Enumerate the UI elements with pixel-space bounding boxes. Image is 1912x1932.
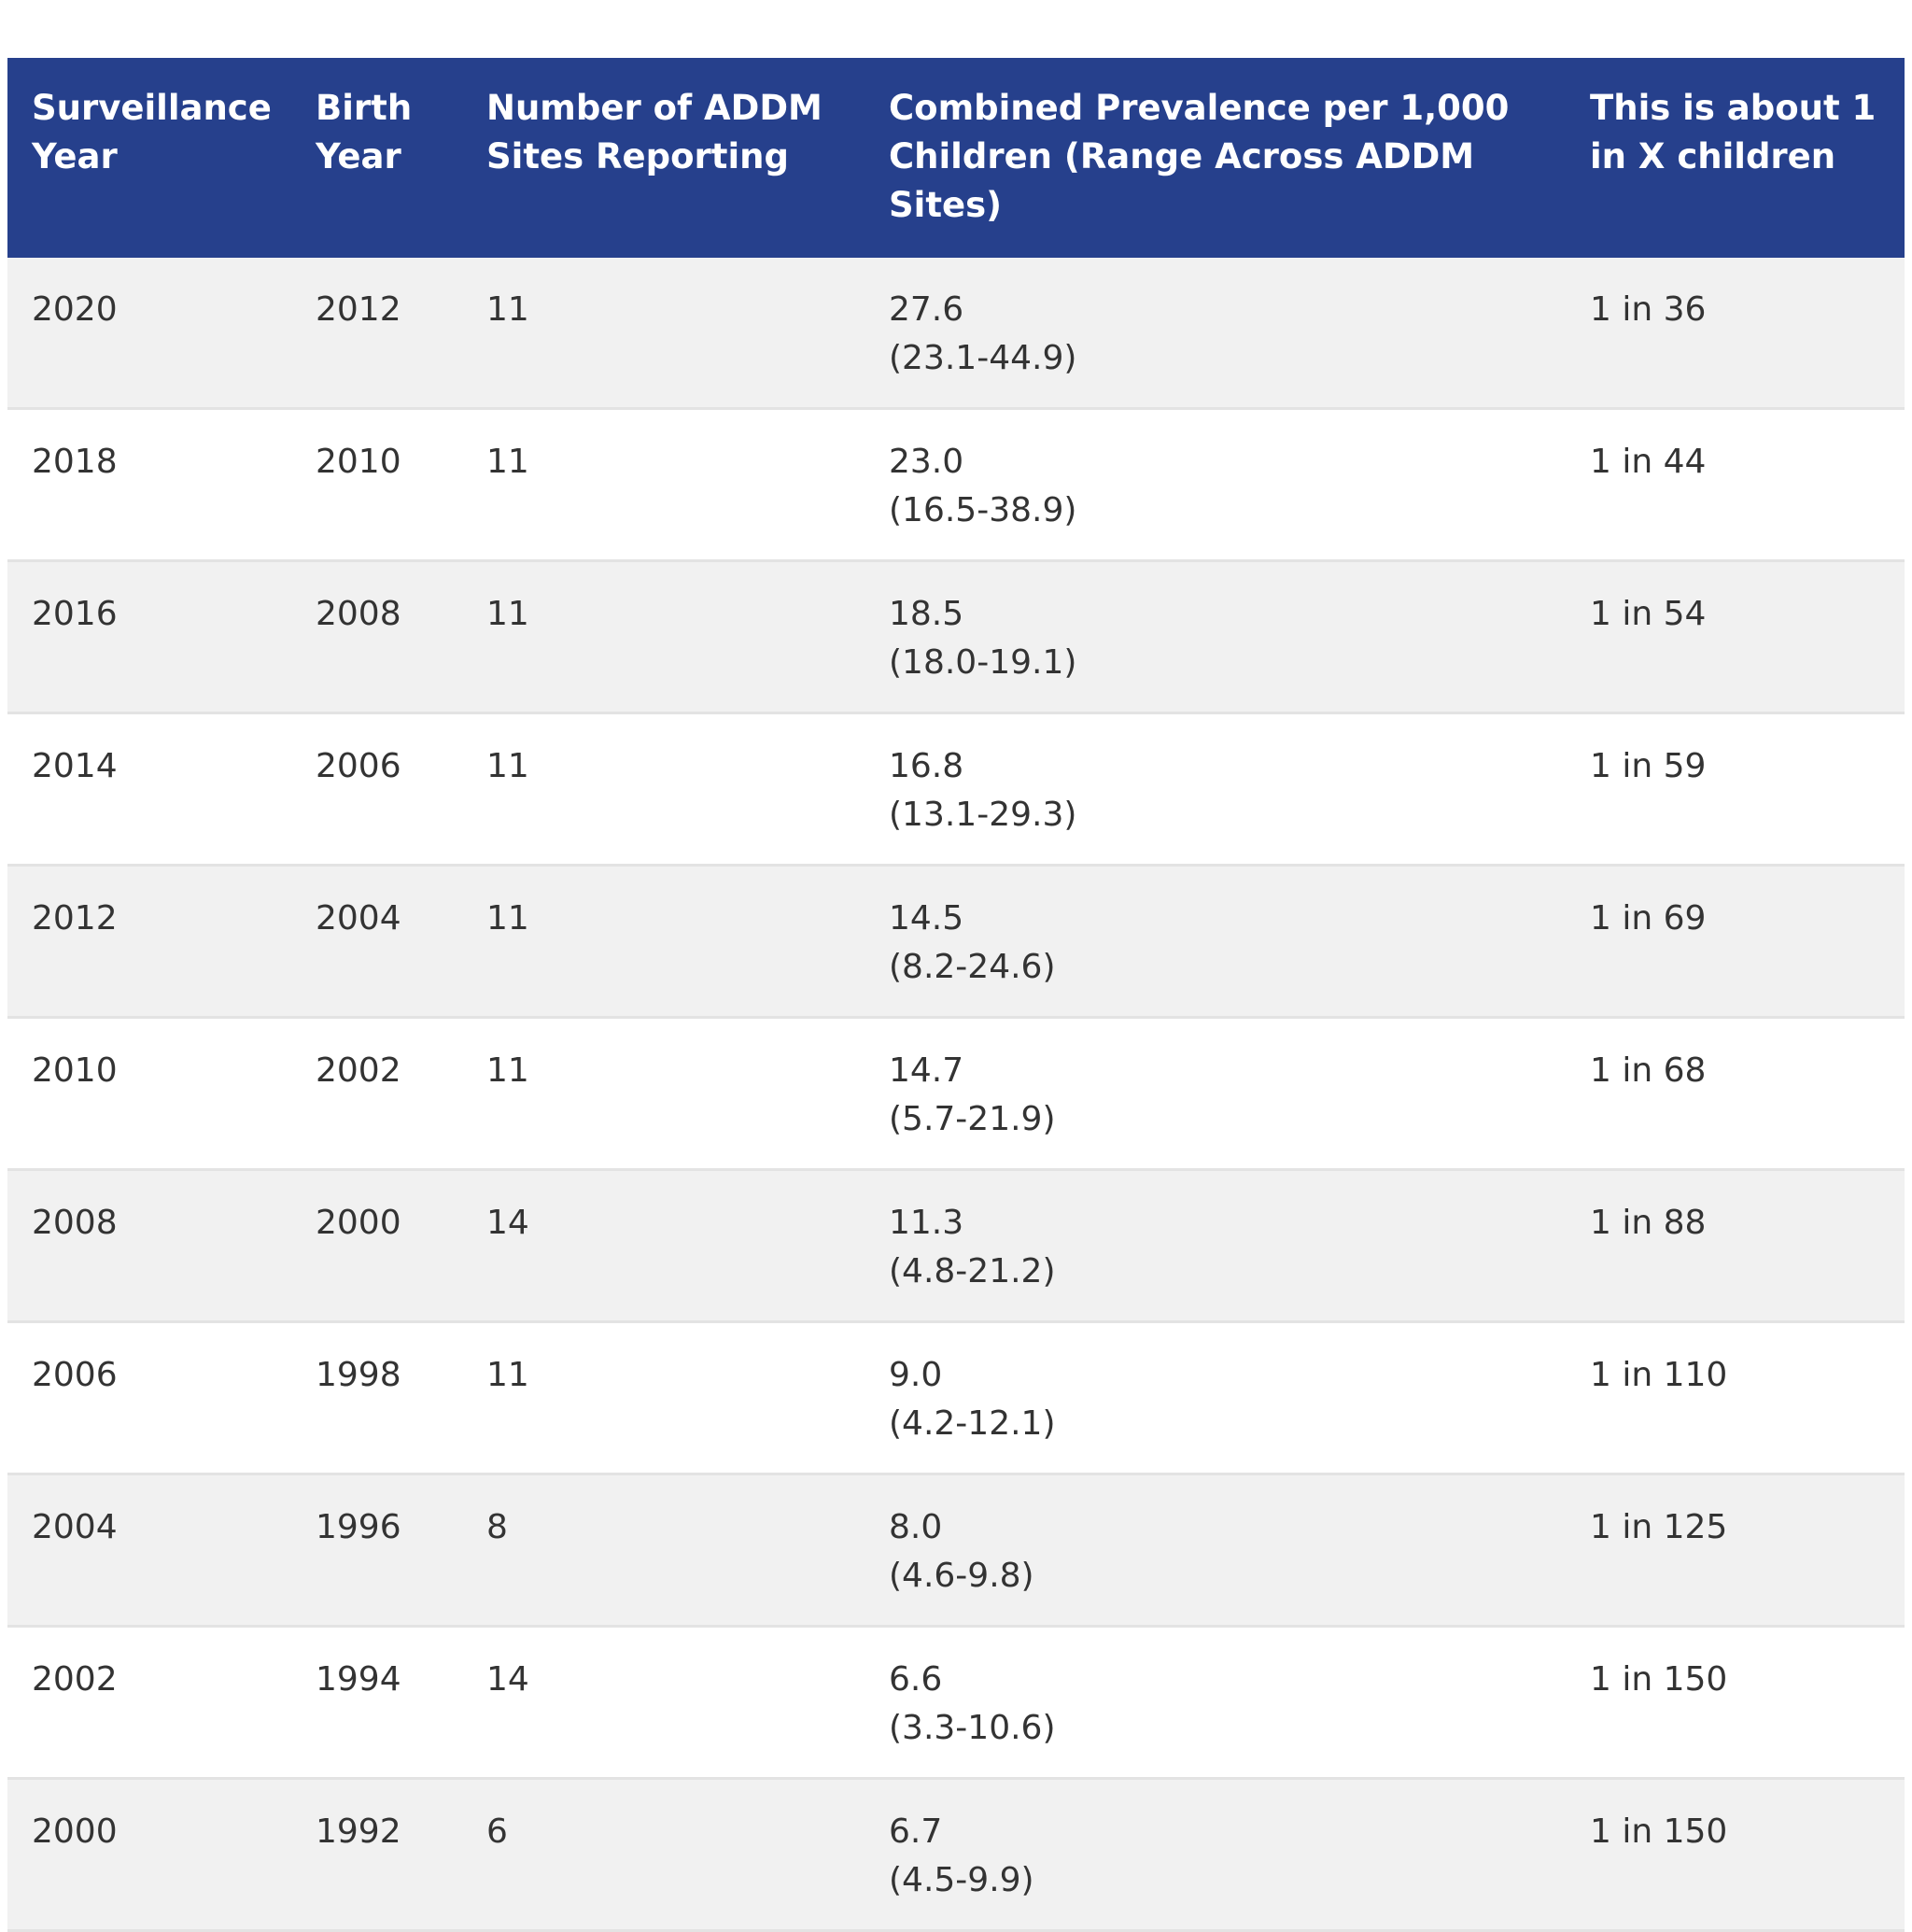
surveillance-year-cell: 2012	[7, 865, 291, 1019]
prevalence-table: Surveillance Year Birth Year Number of A…	[7, 58, 1905, 1932]
prevalence-value: 8.0	[889, 1508, 943, 1546]
table-row: 2020 2012 11 27.6 (23.1-44.9) 1 in 36	[7, 258, 1905, 410]
prevalence-range: (18.0-19.1)	[889, 643, 1077, 682]
header-combined-prevalence: Combined Prevalence per 1,000 Children (…	[889, 88, 1510, 225]
surveillance-year-cell: 2008	[7, 1169, 291, 1323]
surveillance-year-cell: 2010	[7, 1017, 291, 1171]
sites-reporting-cell: 11	[462, 865, 865, 1019]
prevalence-range: (3.3-10.6)	[889, 1709, 1056, 1747]
prevalence-range: (4.8-21.2)	[889, 1252, 1056, 1290]
birth-year-cell: 1994	[291, 1626, 462, 1780]
table-body: 2020 2012 11 27.6 (23.1-44.9) 1 in 36 2018 2010…	[7, 258, 1905, 1932]
surveillance-year-cell: 2004	[7, 1474, 291, 1628]
prevalence-cell: 8.0 (4.6-9.8)	[865, 1474, 1566, 1628]
prevalence-range: (8.2-24.6)	[889, 948, 1056, 986]
surveillance-year-cell: 2006	[7, 1321, 291, 1475]
one-in-x-cell: 1 in 150	[1566, 1778, 1905, 1932]
table-row: 2016 2008 11 18.5 (18.0-19.1) 1 in 54	[7, 560, 1905, 714]
one-in-x-cell: 1 in 88	[1566, 1169, 1905, 1323]
prevalence-cell: 6.7 (4.5-9.9)	[865, 1778, 1566, 1932]
surveillance-year-cell: 2000	[7, 1778, 291, 1932]
sites-reporting-cell: 11	[462, 258, 865, 410]
table-row: 2012 2004 11 14.5 (8.2-24.6) 1 in 69	[7, 865, 1905, 1019]
prevalence-value: 9.0	[889, 1356, 943, 1394]
birth-year-cell: 2008	[291, 560, 462, 714]
prevalence-cell: 16.8 (13.1-29.3)	[865, 712, 1566, 867]
table-row: 2000 1992 6 6.7 (4.5-9.9) 1 in 150	[7, 1778, 1905, 1932]
prevalence-range: (13.1-29.3)	[889, 796, 1077, 834]
prevalence-value: 27.6	[889, 290, 964, 329]
table-row: 2008 2000 14 11.3 (4.8-21.2) 1 in 88	[7, 1169, 1905, 1323]
birth-year-cell: 1992	[291, 1778, 462, 1932]
table-row: 2014 2006 11 16.8 (13.1-29.3) 1 in 59	[7, 712, 1905, 867]
sites-reporting-cell: 14	[462, 1626, 865, 1780]
prevalence-cell: 18.5 (18.0-19.1)	[865, 560, 1566, 714]
birth-year-cell: 2002	[291, 1017, 462, 1171]
prevalence-value: 23.0	[889, 443, 964, 481]
one-in-x-cell: 1 in 36	[1566, 258, 1905, 410]
one-in-x-cell: 1 in 68	[1566, 1017, 1905, 1171]
header-sites-reporting: Number of ADDM Sites Reporting	[486, 88, 822, 176]
prevalence-cell: 6.6 (3.3-10.6)	[865, 1626, 1566, 1780]
sites-reporting-cell: 8	[462, 1474, 865, 1628]
prevalence-value: 16.8	[889, 747, 964, 785]
prevalence-cell: 11.3 (4.8-21.2)	[865, 1169, 1566, 1323]
table-row: 2002 1994 14 6.6 (3.3-10.6) 1 in 150	[7, 1626, 1905, 1780]
header-birth-year: Birth Year	[316, 88, 413, 176]
sites-reporting-cell: 11	[462, 712, 865, 867]
table-row: 2004 1996 8 8.0 (4.6-9.8) 1 in 125	[7, 1474, 1905, 1628]
birth-year-cell: 2006	[291, 712, 462, 867]
prevalence-value: 11.3	[889, 1204, 964, 1242]
prevalence-value: 6.6	[889, 1660, 943, 1699]
one-in-x-cell: 1 in 44	[1566, 408, 1905, 562]
surveillance-year-cell: 2002	[7, 1626, 291, 1780]
prevalence-cell: 23.0 (16.5-38.9)	[865, 408, 1566, 562]
prevalence-range: (23.1-44.9)	[889, 339, 1077, 377]
table-row: 2010 2002 11 14.7 (5.7-21.9) 1 in 68	[7, 1017, 1905, 1171]
header-row: Surveillance Year Birth Year Number of A…	[7, 58, 1905, 258]
birth-year-cell: 2012	[291, 258, 462, 410]
one-in-x-cell: 1 in 59	[1566, 712, 1905, 867]
surveillance-year-cell: 2020	[7, 258, 291, 410]
surveillance-year-cell: 2014	[7, 712, 291, 867]
prevalence-range: (4.6-9.8)	[889, 1557, 1034, 1595]
birth-year-cell: 1998	[291, 1321, 462, 1475]
surveillance-year-cell: 2018	[7, 408, 291, 562]
sites-reporting-cell: 6	[462, 1778, 865, 1932]
sites-reporting-cell: 11	[462, 1017, 865, 1171]
prevalence-range: (4.2-12.1)	[889, 1404, 1056, 1443]
sites-reporting-cell: 11	[462, 408, 865, 562]
sites-reporting-cell: 14	[462, 1169, 865, 1323]
prevalence-cell: 27.6 (23.1-44.9)	[865, 258, 1566, 410]
header-surveillance-year: Surveillance Year	[32, 88, 272, 176]
sites-reporting-cell: 11	[462, 560, 865, 714]
one-in-x-cell: 1 in 125	[1566, 1474, 1905, 1628]
prevalence-value: 14.7	[889, 1051, 964, 1090]
one-in-x-cell: 1 in 150	[1566, 1626, 1905, 1780]
prevalence-cell: 14.5 (8.2-24.6)	[865, 865, 1566, 1019]
surveillance-year-cell: 2016	[7, 560, 291, 714]
prevalence-cell: 9.0 (4.2-12.1)	[865, 1321, 1566, 1475]
header-one-in-x: This is about 1 in X children	[1590, 88, 1877, 176]
birth-year-cell: 2000	[291, 1169, 462, 1323]
prevalence-value: 18.5	[889, 595, 964, 633]
one-in-x-cell: 1 in 54	[1566, 560, 1905, 714]
birth-year-cell: 2010	[291, 408, 462, 562]
prevalence-cell: 14.7 (5.7-21.9)	[865, 1017, 1566, 1171]
birth-year-cell: 2004	[291, 865, 462, 1019]
table-row: 2006 1998 11 9.0 (4.2-12.1) 1 in 110	[7, 1321, 1905, 1475]
sites-reporting-cell: 11	[462, 1321, 865, 1475]
table-header: Surveillance Year Birth Year Number of A…	[7, 58, 1905, 258]
prevalence-value: 14.5	[889, 899, 964, 938]
one-in-x-cell: 1 in 69	[1566, 865, 1905, 1019]
prevalence-range: (16.5-38.9)	[889, 491, 1077, 529]
one-in-x-cell: 1 in 110	[1566, 1321, 1905, 1475]
birth-year-cell: 1996	[291, 1474, 462, 1628]
prevalence-range: (4.5-9.9)	[889, 1861, 1034, 1899]
prevalence-range: (5.7-21.9)	[889, 1100, 1056, 1138]
table-row: 2018 2010 11 23.0 (16.5-38.9) 1 in 44	[7, 408, 1905, 562]
prevalence-value: 6.7	[889, 1812, 943, 1851]
